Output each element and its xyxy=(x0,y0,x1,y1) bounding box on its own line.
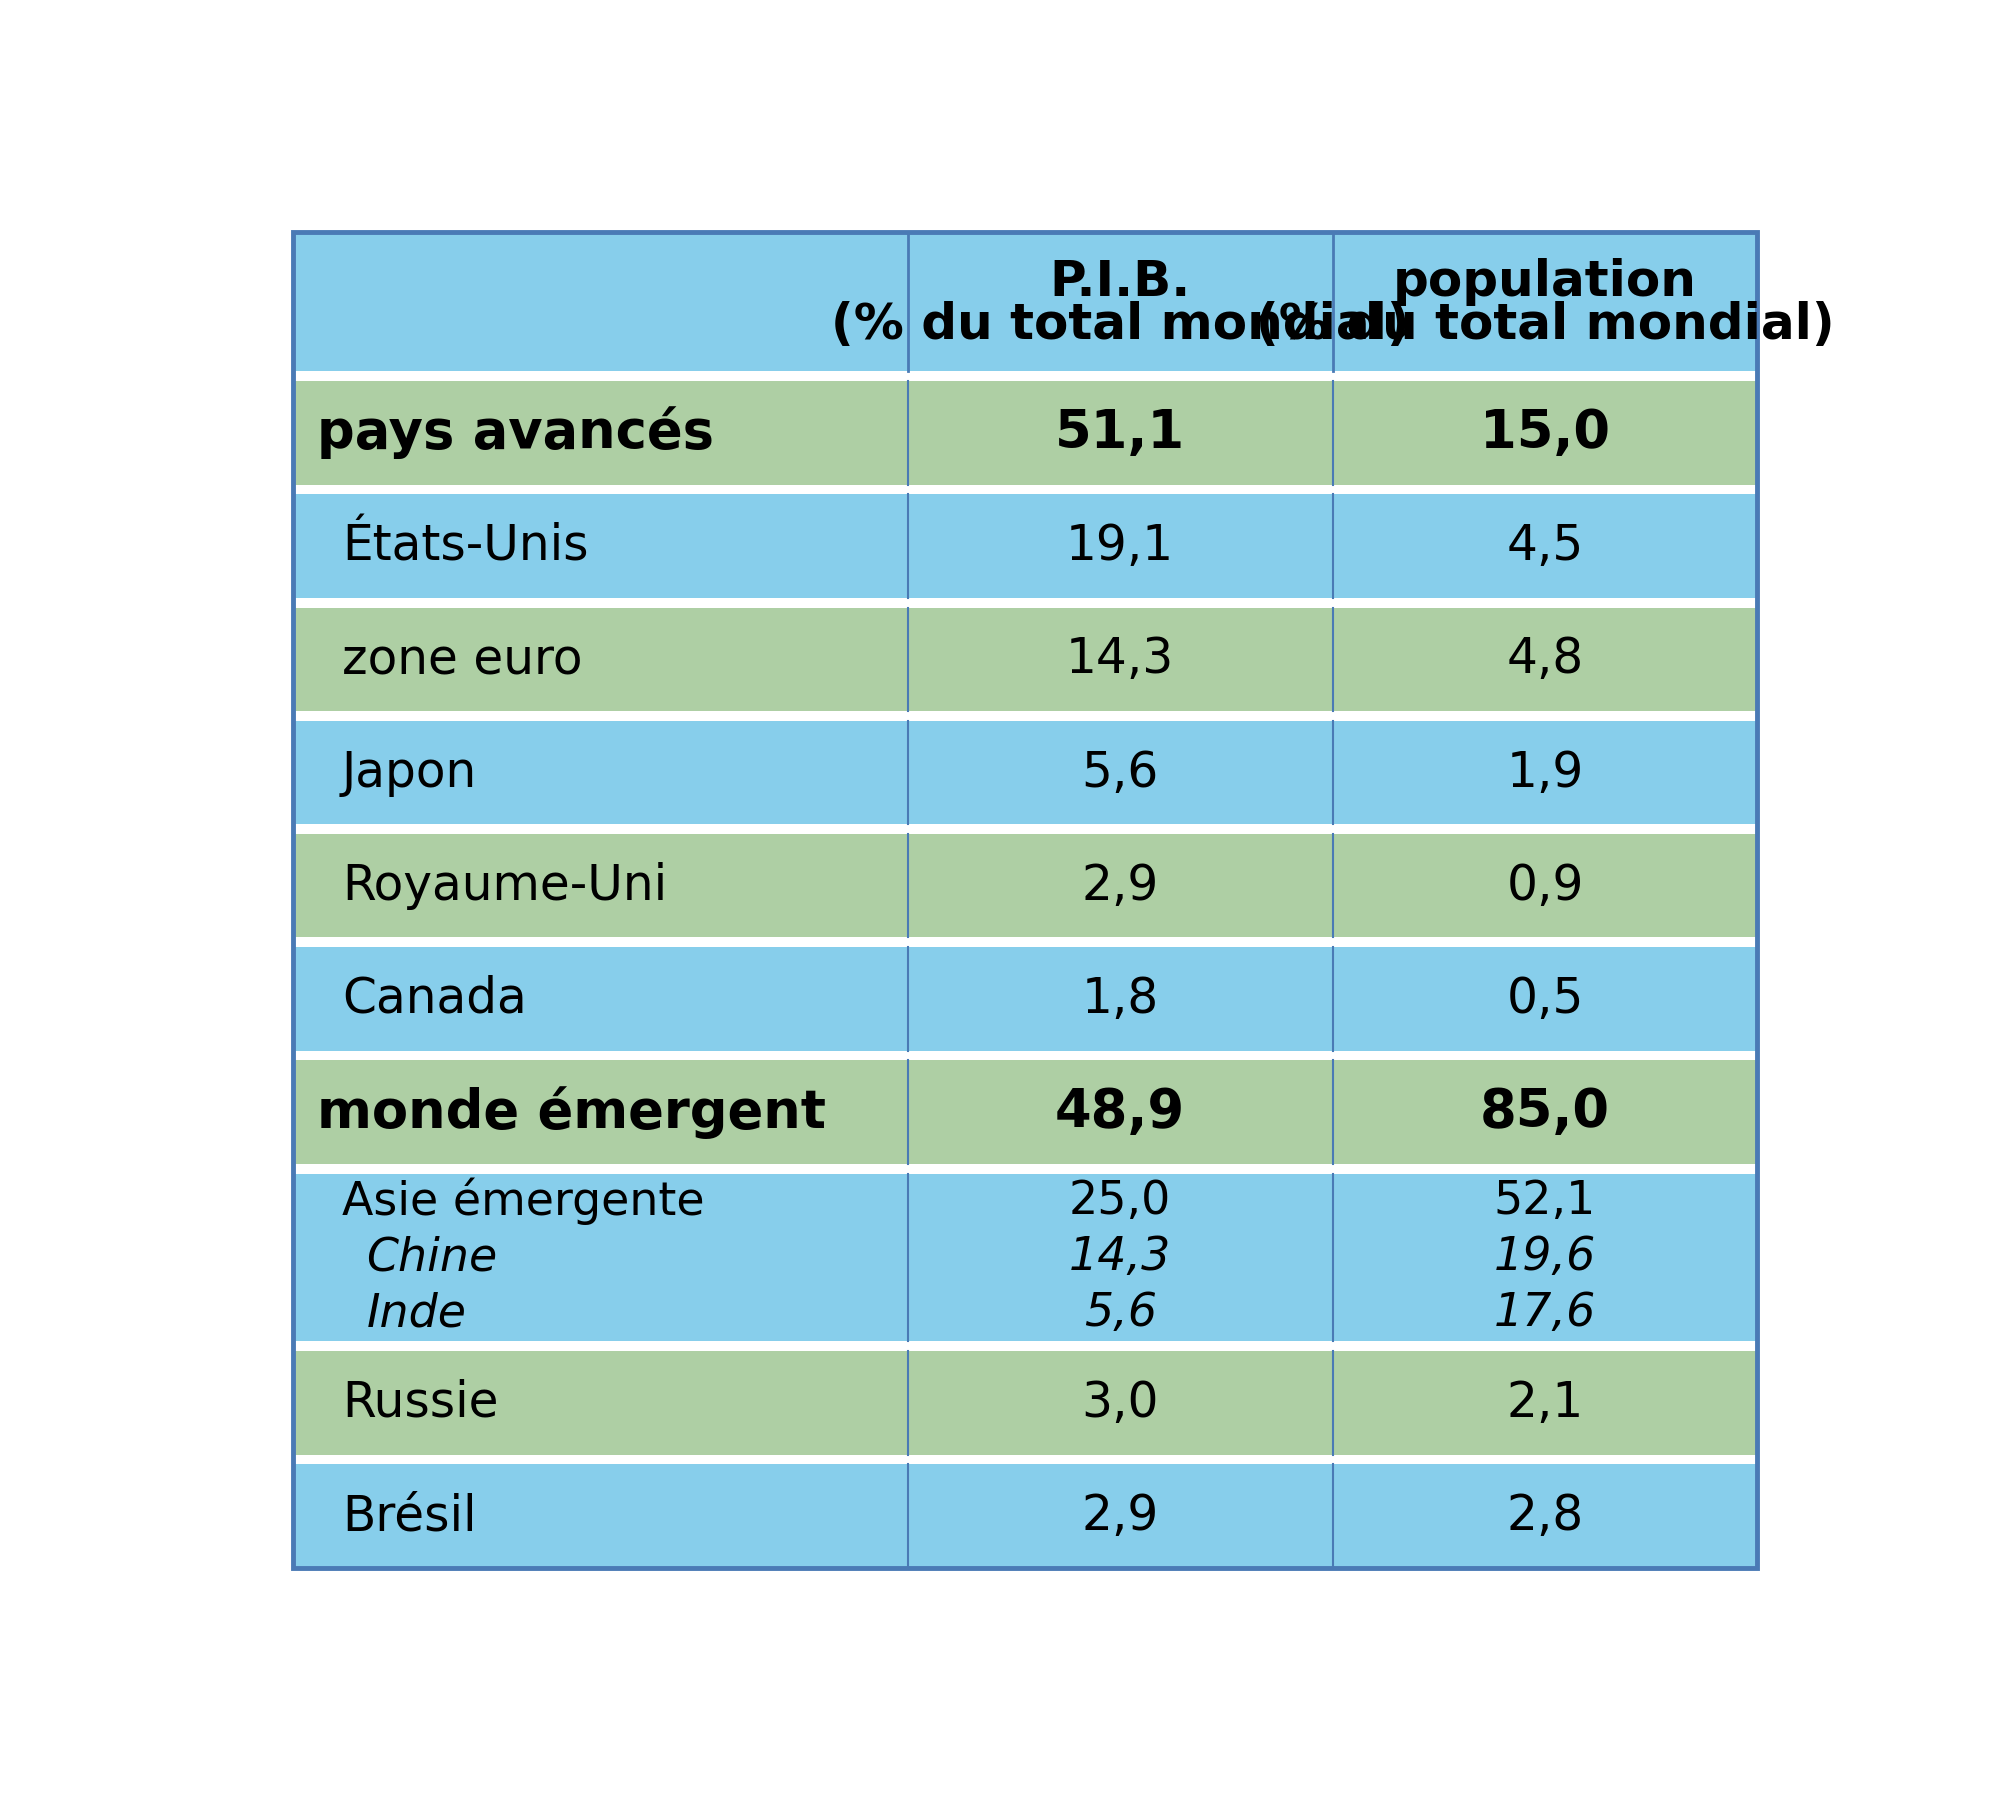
Text: 2,8: 2,8 xyxy=(1506,1493,1584,1540)
Bar xyxy=(292,607,1758,711)
Text: Royaume-Uni: Royaume-Uni xyxy=(342,861,666,910)
Text: monde émergent: monde émergent xyxy=(318,1086,826,1138)
Text: Russie: Russie xyxy=(342,1380,498,1426)
Text: 0,5: 0,5 xyxy=(1506,974,1584,1023)
Text: population: population xyxy=(1394,258,1696,306)
Bar xyxy=(292,947,1758,1050)
Text: (% du total mondial): (% du total mondial) xyxy=(830,301,1410,349)
Text: 19,6: 19,6 xyxy=(1494,1235,1596,1281)
Text: 4,8: 4,8 xyxy=(1506,636,1584,683)
Bar xyxy=(292,1569,1758,1578)
Text: P.I.B.: P.I.B. xyxy=(1050,258,1190,306)
Text: 3,0: 3,0 xyxy=(1082,1380,1158,1426)
Bar xyxy=(292,825,1758,834)
Bar xyxy=(292,1464,1758,1569)
Bar xyxy=(292,493,1758,598)
Bar xyxy=(292,371,1758,382)
Text: 85,0: 85,0 xyxy=(1480,1086,1610,1138)
Text: Inde: Inde xyxy=(366,1291,466,1336)
Text: 17,6: 17,6 xyxy=(1494,1291,1596,1336)
Text: 5,6: 5,6 xyxy=(1084,1291,1156,1336)
Text: États-Unis: États-Unis xyxy=(342,522,588,571)
Bar xyxy=(292,1163,1758,1174)
Bar xyxy=(292,938,1758,947)
Bar xyxy=(292,1342,1758,1351)
Text: 2,9: 2,9 xyxy=(1082,1493,1158,1540)
Bar xyxy=(292,1050,1758,1061)
Text: 19,1: 19,1 xyxy=(1066,522,1174,571)
Text: 5,6: 5,6 xyxy=(1082,749,1158,796)
Bar xyxy=(292,232,1758,371)
Bar xyxy=(292,1174,1758,1342)
Text: 2,9: 2,9 xyxy=(1082,861,1158,910)
Text: 25,0: 25,0 xyxy=(1070,1180,1172,1225)
Text: Brésil: Brésil xyxy=(342,1493,476,1540)
Text: 2,1: 2,1 xyxy=(1506,1380,1584,1426)
Text: zone euro: zone euro xyxy=(342,636,582,683)
Bar xyxy=(292,834,1758,938)
Text: 1,9: 1,9 xyxy=(1506,749,1584,796)
Bar xyxy=(292,1455,1758,1464)
Bar xyxy=(292,484,1758,493)
Text: 14,3: 14,3 xyxy=(1070,1235,1172,1281)
Text: (% du total mondial): (% du total mondial) xyxy=(1256,301,1834,349)
Text: Canada: Canada xyxy=(342,974,526,1023)
Text: 0,9: 0,9 xyxy=(1506,861,1584,910)
Text: 1,8: 1,8 xyxy=(1082,974,1158,1023)
Bar xyxy=(292,711,1758,720)
Bar xyxy=(292,382,1758,484)
Text: 4,5: 4,5 xyxy=(1506,522,1584,571)
Bar xyxy=(292,720,1758,825)
Text: 51,1: 51,1 xyxy=(1056,407,1186,459)
Text: 15,0: 15,0 xyxy=(1480,407,1610,459)
Text: pays avancés: pays avancés xyxy=(318,407,714,459)
Text: Asie émergente: Asie émergente xyxy=(342,1178,704,1225)
Bar xyxy=(292,1351,1758,1455)
Text: Japon: Japon xyxy=(342,749,478,796)
Text: 48,9: 48,9 xyxy=(1056,1086,1186,1138)
Text: 52,1: 52,1 xyxy=(1494,1180,1596,1225)
Bar xyxy=(292,598,1758,607)
Text: 14,3: 14,3 xyxy=(1066,636,1174,683)
Bar xyxy=(292,1061,1758,1163)
Text: Chine: Chine xyxy=(366,1235,498,1281)
